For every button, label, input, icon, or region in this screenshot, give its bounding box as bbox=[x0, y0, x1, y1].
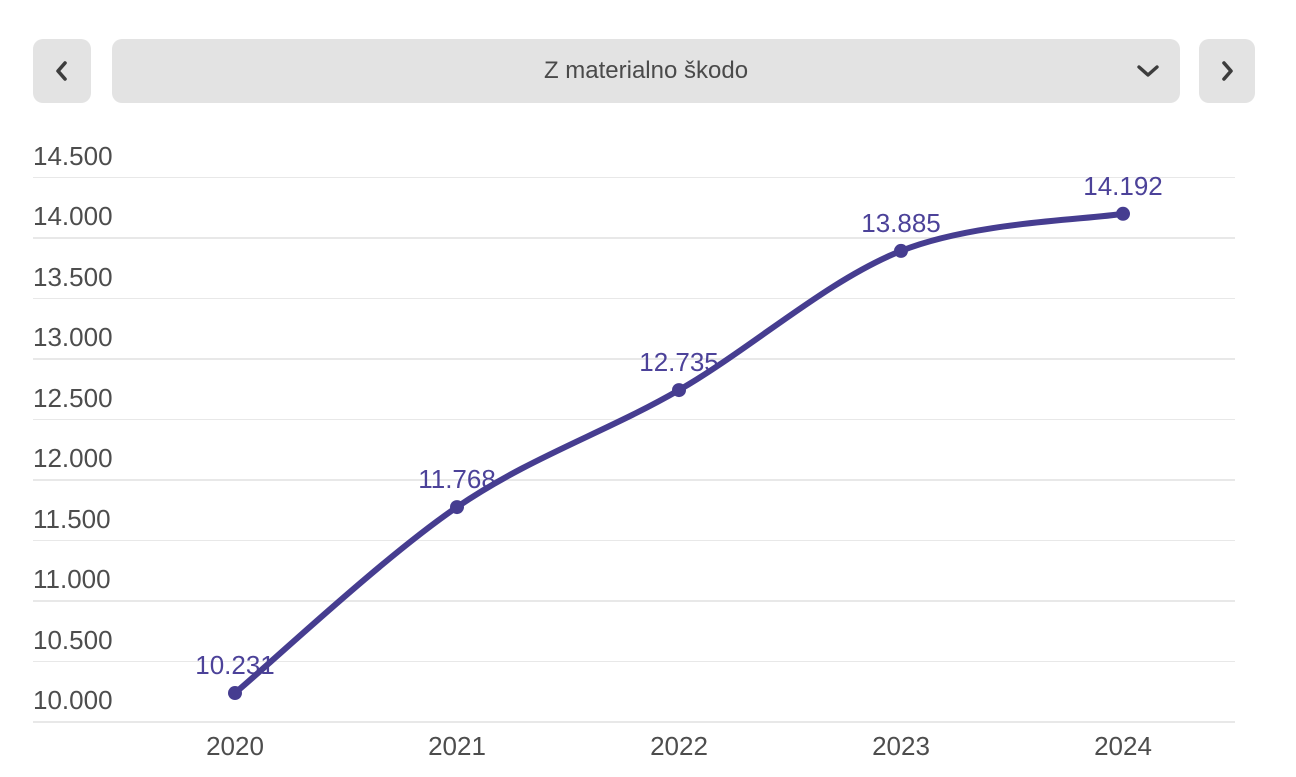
gridline bbox=[33, 237, 1235, 239]
y-axis-tick-label: 11.000 bbox=[33, 564, 111, 594]
next-category-button[interactable] bbox=[1199, 39, 1255, 103]
category-dropdown[interactable]: Z materialno škodo bbox=[112, 39, 1180, 103]
data-point[interactable] bbox=[450, 500, 464, 515]
y-axis-tick-label: 10.500 bbox=[33, 624, 113, 655]
chevron-right-icon bbox=[1222, 61, 1233, 81]
data-point[interactable] bbox=[1116, 206, 1130, 221]
data-point[interactable] bbox=[894, 243, 908, 258]
x-axis-tick-label: 2021 bbox=[428, 731, 486, 761]
gridline bbox=[33, 418, 1235, 420]
gridline bbox=[33, 358, 1235, 360]
y-axis-tick-label: 13.000 bbox=[33, 322, 113, 352]
y-axis-tick-label: 12.000 bbox=[33, 443, 113, 473]
dropdown-selected-value: Z materialno škodo bbox=[543, 57, 749, 84]
chevron-down-icon bbox=[1137, 65, 1159, 77]
gridline bbox=[33, 176, 1235, 178]
y-axis-tick-label: 14.500 bbox=[33, 140, 113, 171]
y-axis-tick-label: 11.500 bbox=[33, 503, 111, 534]
gridline bbox=[33, 297, 1235, 299]
gridline bbox=[33, 539, 1235, 541]
data-point[interactable] bbox=[228, 686, 242, 701]
series-line bbox=[232, 210, 1126, 697]
gridline bbox=[33, 660, 1235, 662]
data-point[interactable] bbox=[672, 383, 686, 398]
data-point-label: 10.231 bbox=[195, 650, 275, 680]
y-axis-tick-label: 10.000 bbox=[33, 685, 113, 715]
x-axis-tick-label: 2023 bbox=[872, 731, 930, 761]
x-axis-tick-label: 2022 bbox=[650, 731, 708, 761]
y-axis-tick-label: 14.000 bbox=[33, 201, 113, 231]
data-point-label: 13.885 bbox=[861, 208, 941, 238]
y-axis-tick-label: 12.500 bbox=[33, 382, 113, 413]
prev-category-button[interactable] bbox=[33, 39, 91, 103]
gridline bbox=[33, 479, 1235, 481]
y-axis-tick-label: 13.500 bbox=[33, 261, 113, 292]
chevron-left-icon bbox=[56, 61, 67, 81]
gridline bbox=[33, 721, 1235, 723]
gridline bbox=[33, 600, 1235, 602]
x-axis-tick-label: 2020 bbox=[206, 731, 264, 761]
data-point-label: 14.192 bbox=[1083, 171, 1163, 201]
x-axis-tick-label: 2024 bbox=[1094, 731, 1152, 761]
